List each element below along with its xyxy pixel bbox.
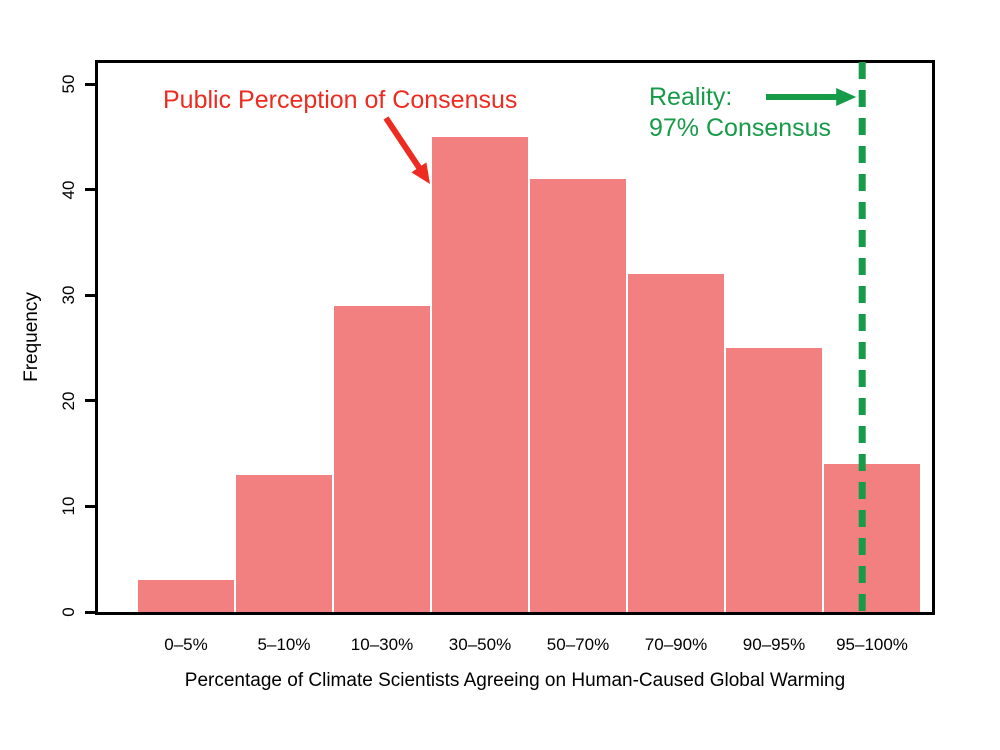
y-tick-label: 0 <box>59 607 78 617</box>
histogram-bar <box>530 179 626 612</box>
histogram-bar <box>236 475 332 612</box>
annotation-public-perception: Public Perception of Consensus <box>163 86 518 114</box>
x-tick-label: 70–90% <box>644 635 708 654</box>
annotation-reality-line1: Reality: <box>649 83 733 111</box>
y-tick-label: 50 <box>59 74 78 94</box>
x-tick-label: 30–50% <box>448 635 512 654</box>
y-axis-tick <box>85 610 95 614</box>
y-axis-tick <box>85 504 95 508</box>
histogram-bar <box>824 464 920 612</box>
y-tick-label: 40 <box>59 180 78 200</box>
y-tick-label: 30 <box>59 285 78 305</box>
y-axis-tick <box>85 293 95 297</box>
annotation-reality: Reality: 97% Consensus <box>649 82 831 144</box>
histogram-bar <box>432 137 528 612</box>
x-tick-label: 95–100% <box>836 635 908 654</box>
histogram-bar <box>726 348 822 612</box>
y-tick-label: 10 <box>59 496 78 516</box>
x-tick-label: 5–10% <box>257 635 311 654</box>
x-tick-label: 0–5% <box>164 635 208 654</box>
y-axis-tick <box>85 188 95 192</box>
histogram-bar <box>138 580 234 612</box>
x-tick-label: 10–30% <box>350 635 414 654</box>
y-axis-tick <box>85 399 95 403</box>
histogram-bar <box>628 274 724 612</box>
y-axis-title: Frequency <box>21 292 42 382</box>
x-tick-label: 90–95% <box>742 635 806 654</box>
x-tick-label: 50–70% <box>546 635 610 654</box>
histogram-bar <box>334 306 430 612</box>
y-tick-label: 20 <box>59 391 78 411</box>
y-axis-tick <box>85 82 95 86</box>
x-axis-title: Percentage of Climate Scientists Agreein… <box>184 670 846 691</box>
annotation-reality-line2: 97% Consensus <box>649 114 832 142</box>
plot-area <box>95 60 935 615</box>
